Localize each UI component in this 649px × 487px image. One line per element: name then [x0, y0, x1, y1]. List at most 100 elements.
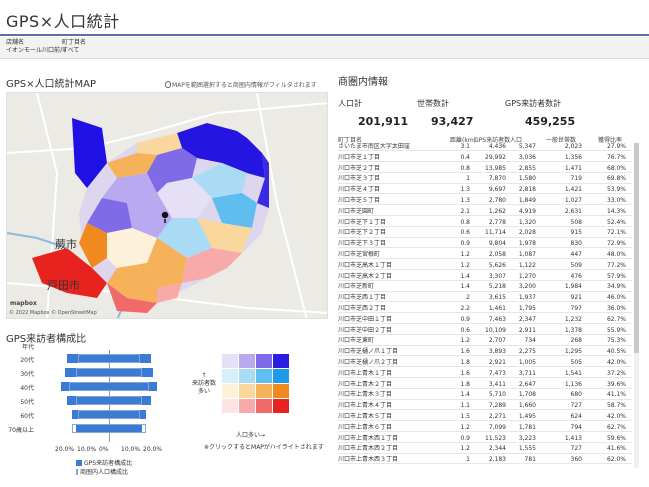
mouse-icon — [165, 81, 171, 88]
table-body[interactable]: さいたま市南区大字太田窪 3.1 4,436 5,347 2,023 27.9% 川口市芝１… — [338, 143, 632, 468]
table-row[interactable]: 川口市上青木西３丁目 1 2,183 781 360 62.0% — [338, 456, 632, 465]
bivariate-cell[interactable] — [273, 369, 289, 383]
bivariate-cell[interactable] — [256, 384, 272, 398]
pyramid-row[interactable]: 30代 — [6, 368, 156, 378]
pyramid-row[interactable]: 70歳以上 — [6, 424, 156, 434]
table-cell: 29,992 — [485, 153, 506, 161]
table-cell: 1,320 — [518, 218, 536, 226]
table-header-cell[interactable]: 一般世帯数 — [546, 137, 577, 144]
table-row[interactable]: 川口市芝樋ノ爪２丁目 1.8 2,921 1,005 505 42.0% — [338, 359, 632, 368]
table-cell: 1.8 — [460, 380, 470, 388]
filter-town-value[interactable]: すべて — [62, 47, 80, 54]
table-scrollbar[interactable] — [634, 143, 639, 468]
pyramid-legend-label: GPS来訪者構成比 — [84, 460, 133, 467]
table-cell: 624 — [570, 413, 582, 420]
bivariate-cell[interactable] — [239, 399, 255, 413]
table-row[interactable]: 川口市上青木５丁目 1.5 2,271 1,495 624 42.0% — [338, 413, 632, 422]
table-header-cell[interactable]: 獲得比率 — [598, 137, 623, 144]
table-row[interactable]: 川口市上青木２丁目 1.8 3,411 2,647 1,136 39.6% — [338, 381, 632, 389]
pyramid-row[interactable]: 20代 — [6, 354, 156, 364]
map-canvas[interactable]: 蕨市 戸田市 — [7, 93, 328, 319]
table-cell: 2,778 — [488, 218, 506, 226]
pyramid-gps-bar[interactable] — [67, 354, 151, 363]
table-row[interactable]: 川口市芝東町 1.2 2,707 734 268 75.3% — [338, 337, 632, 346]
table-row[interactable]: 川口市芝宮根町 1.2 2,058 1,087 447 48.0% — [338, 251, 632, 260]
pyramid-gps-bar[interactable] — [67, 396, 151, 405]
table-row[interactable]: 川口市上青木１丁目 1.6 7,473 3,711 1,541 37.2% — [338, 370, 632, 378]
table-header-cell[interactable]: 町丁目名 — [338, 137, 363, 144]
bivariate-cell[interactable] — [222, 354, 238, 368]
bivariate-cell[interactable] — [256, 354, 272, 368]
table-row[interactable]: 川口市芝新町 1.4 5,218 3,200 1,984 34.9% — [338, 283, 632, 292]
table-row[interactable]: 川口市芝西１丁目 2 3,615 1,937 921 46.0% — [338, 294, 632, 303]
bivariate-cell[interactable] — [239, 369, 255, 383]
table-row[interactable]: さいたま市南区大字太田窪 3.1 4,436 5,347 2,023 27.9% — [338, 143, 632, 152]
table-row[interactable]: 川口市上青木西２丁目 1.2 2,344 1,555 727 41.6% — [338, 445, 632, 454]
table-row[interactable]: 川口市芝下２丁目 0.6 11,714 2,028 915 72.1% — [338, 229, 632, 238]
pyramid-age-label: 20代 — [20, 357, 34, 364]
filter-store-value[interactable]: イオンモール川口前川 — [6, 47, 67, 54]
table-row[interactable]: 川口市芝５丁目 1.3 2,780 1,849 1,027 33.0% — [338, 197, 632, 206]
pyramid-area-outline — [69, 382, 149, 391]
table-cell: 1.1 — [460, 402, 470, 410]
bivariate-cell[interactable] — [273, 354, 289, 368]
table-cell: 川口市芝樋ノ爪１丁目 — [338, 348, 399, 356]
bivariate-cell[interactable] — [273, 399, 289, 413]
bivariate-cell[interactable] — [256, 399, 272, 413]
table-cell: 1,232 — [564, 315, 582, 323]
table-row[interactable]: 川口市芝樋ノ爪１丁目 1.6 3,893 2,275 1,295 40.5% — [338, 348, 632, 357]
bivariate-cell[interactable] — [239, 384, 255, 398]
table-cell: さいたま市南区大字太田窪 — [338, 143, 410, 150]
map-hint: MAPを範囲選択すると商圏内情報がフィルタされます — [165, 80, 317, 89]
table-row[interactable]: 川口市上青木６丁目 1.2 7,099 1,781 794 62.7% — [338, 424, 632, 432]
table-row[interactable]: 川口市上青木３丁目 1.4 5,710 1,708 680 41.1% — [338, 391, 632, 400]
table-row[interactable]: 川口市芝高木１丁目 1.2 5,626 1,122 509 77.2% — [338, 262, 632, 270]
table-header-cell[interactable]: 距離(km) — [450, 137, 477, 144]
table-row[interactable]: 川口市芝中田２丁目 0.6 10,109 2,911 1,378 55.9% — [338, 327, 632, 335]
map-attribution[interactable]: © 2022 Mapbox © OpenStreetMap — [9, 310, 97, 316]
table-cell: 62.7% — [606, 315, 626, 323]
table-cell: 1,027 — [564, 197, 582, 204]
table-row[interactable]: 川口市芝１丁目 0.4 29,992 3,036 1,356 76.7% — [338, 154, 632, 162]
table-row[interactable]: 川口市芝園町 2.1 1,262 4,919 2,631 14.3% — [338, 208, 632, 216]
pyramid-row[interactable]: 40代 — [6, 382, 158, 392]
pyramid-gps-bar[interactable] — [76, 424, 142, 433]
pyramid-gps-bar[interactable] — [60, 382, 158, 391]
filter-store[interactable]: 店舗名 イオンモール川口前川 — [6, 39, 66, 55]
table-cell: 川口市上青木２丁目 — [338, 380, 393, 388]
table-cell: 48.0% — [606, 251, 626, 258]
bivariate-cell[interactable] — [256, 369, 272, 383]
table-row[interactable]: 川口市芝３丁目 1 7,870 1,580 719 69.8% — [338, 175, 632, 184]
pyramid-gps-bar[interactable] — [65, 368, 153, 377]
bivariate-legend[interactable]: ↑ 来訪者数 多い 人口多い→ ※クリックするとMAPがハイライトされます — [190, 350, 330, 451]
table-cell: 0.8 — [460, 218, 470, 226]
table-row[interactable]: 川口市上青木４丁目 1.1 7,289 1,660 727 58.7% — [338, 402, 632, 411]
table-row[interactable]: 川口市芝２丁目 0.8 13,985 2,855 1,471 68.0% — [338, 165, 632, 173]
bivariate-cell[interactable] — [239, 354, 255, 368]
town-table[interactable]: 町丁目名 距離(km) GPS来訪者数 人口 一般世帯数 獲得比率 さいたま市南区大字太田… — [338, 135, 640, 468]
table-cell: 41.6% — [606, 445, 626, 453]
table-row[interactable]: 川口市芝下３丁目 0.9 9,804 1,978 830 72.9% — [338, 240, 632, 249]
table-cell: 川口市芝高木１丁目 — [338, 261, 393, 269]
table-row[interactable]: 川口市芝下１丁目 0.8 2,778 1,320 508 52.4% — [338, 219, 632, 227]
table-cell: 33.0% — [606, 197, 626, 204]
bivariate-cell[interactable] — [273, 384, 289, 398]
pyramid-gps-bar[interactable] — [71, 410, 147, 419]
pyramid-row[interactable]: 50代 — [6, 396, 156, 406]
table-row[interactable]: 川口市芝西２丁目 2.2 1,461 1,795 797 36.0% — [338, 305, 632, 314]
choropleth-map[interactable]: 蕨市 戸田市 mapbox © 2022 Mapbox © OpenStreet… — [6, 92, 328, 319]
table-row[interactable]: 川口市上青木西１丁目 0.9 11,523 3,223 1,413 59.6% — [338, 435, 632, 443]
table-header-cell[interactable]: 人口 — [510, 137, 523, 144]
bivariate-cell[interactable] — [222, 369, 238, 383]
pyramid-row[interactable]: 60代 — [6, 410, 156, 420]
pyramid-tick-label: 20.0% — [143, 446, 163, 453]
table-row[interactable]: 川口市芝中田１丁目 0.9 7,463 2,347 1,232 62.7% — [338, 316, 632, 324]
bivariate-cell[interactable] — [222, 399, 238, 413]
filter-town[interactable]: 町丁目名 すべて — [62, 39, 86, 55]
table-row[interactable]: 川口市芝４丁目 1.3 9,697 2,818 1,421 53.9% — [338, 186, 632, 195]
bivariate-cell[interactable] — [222, 384, 238, 398]
table-cell: 41.1% — [606, 391, 626, 399]
table-scrollbar-thumb[interactable] — [634, 143, 639, 353]
table-row[interactable]: 川口市芝高木２丁目 1.4 3,307 1,270 476 57.9% — [338, 273, 632, 281]
table-header-cell[interactable]: GPS来訪者数 — [474, 137, 511, 144]
